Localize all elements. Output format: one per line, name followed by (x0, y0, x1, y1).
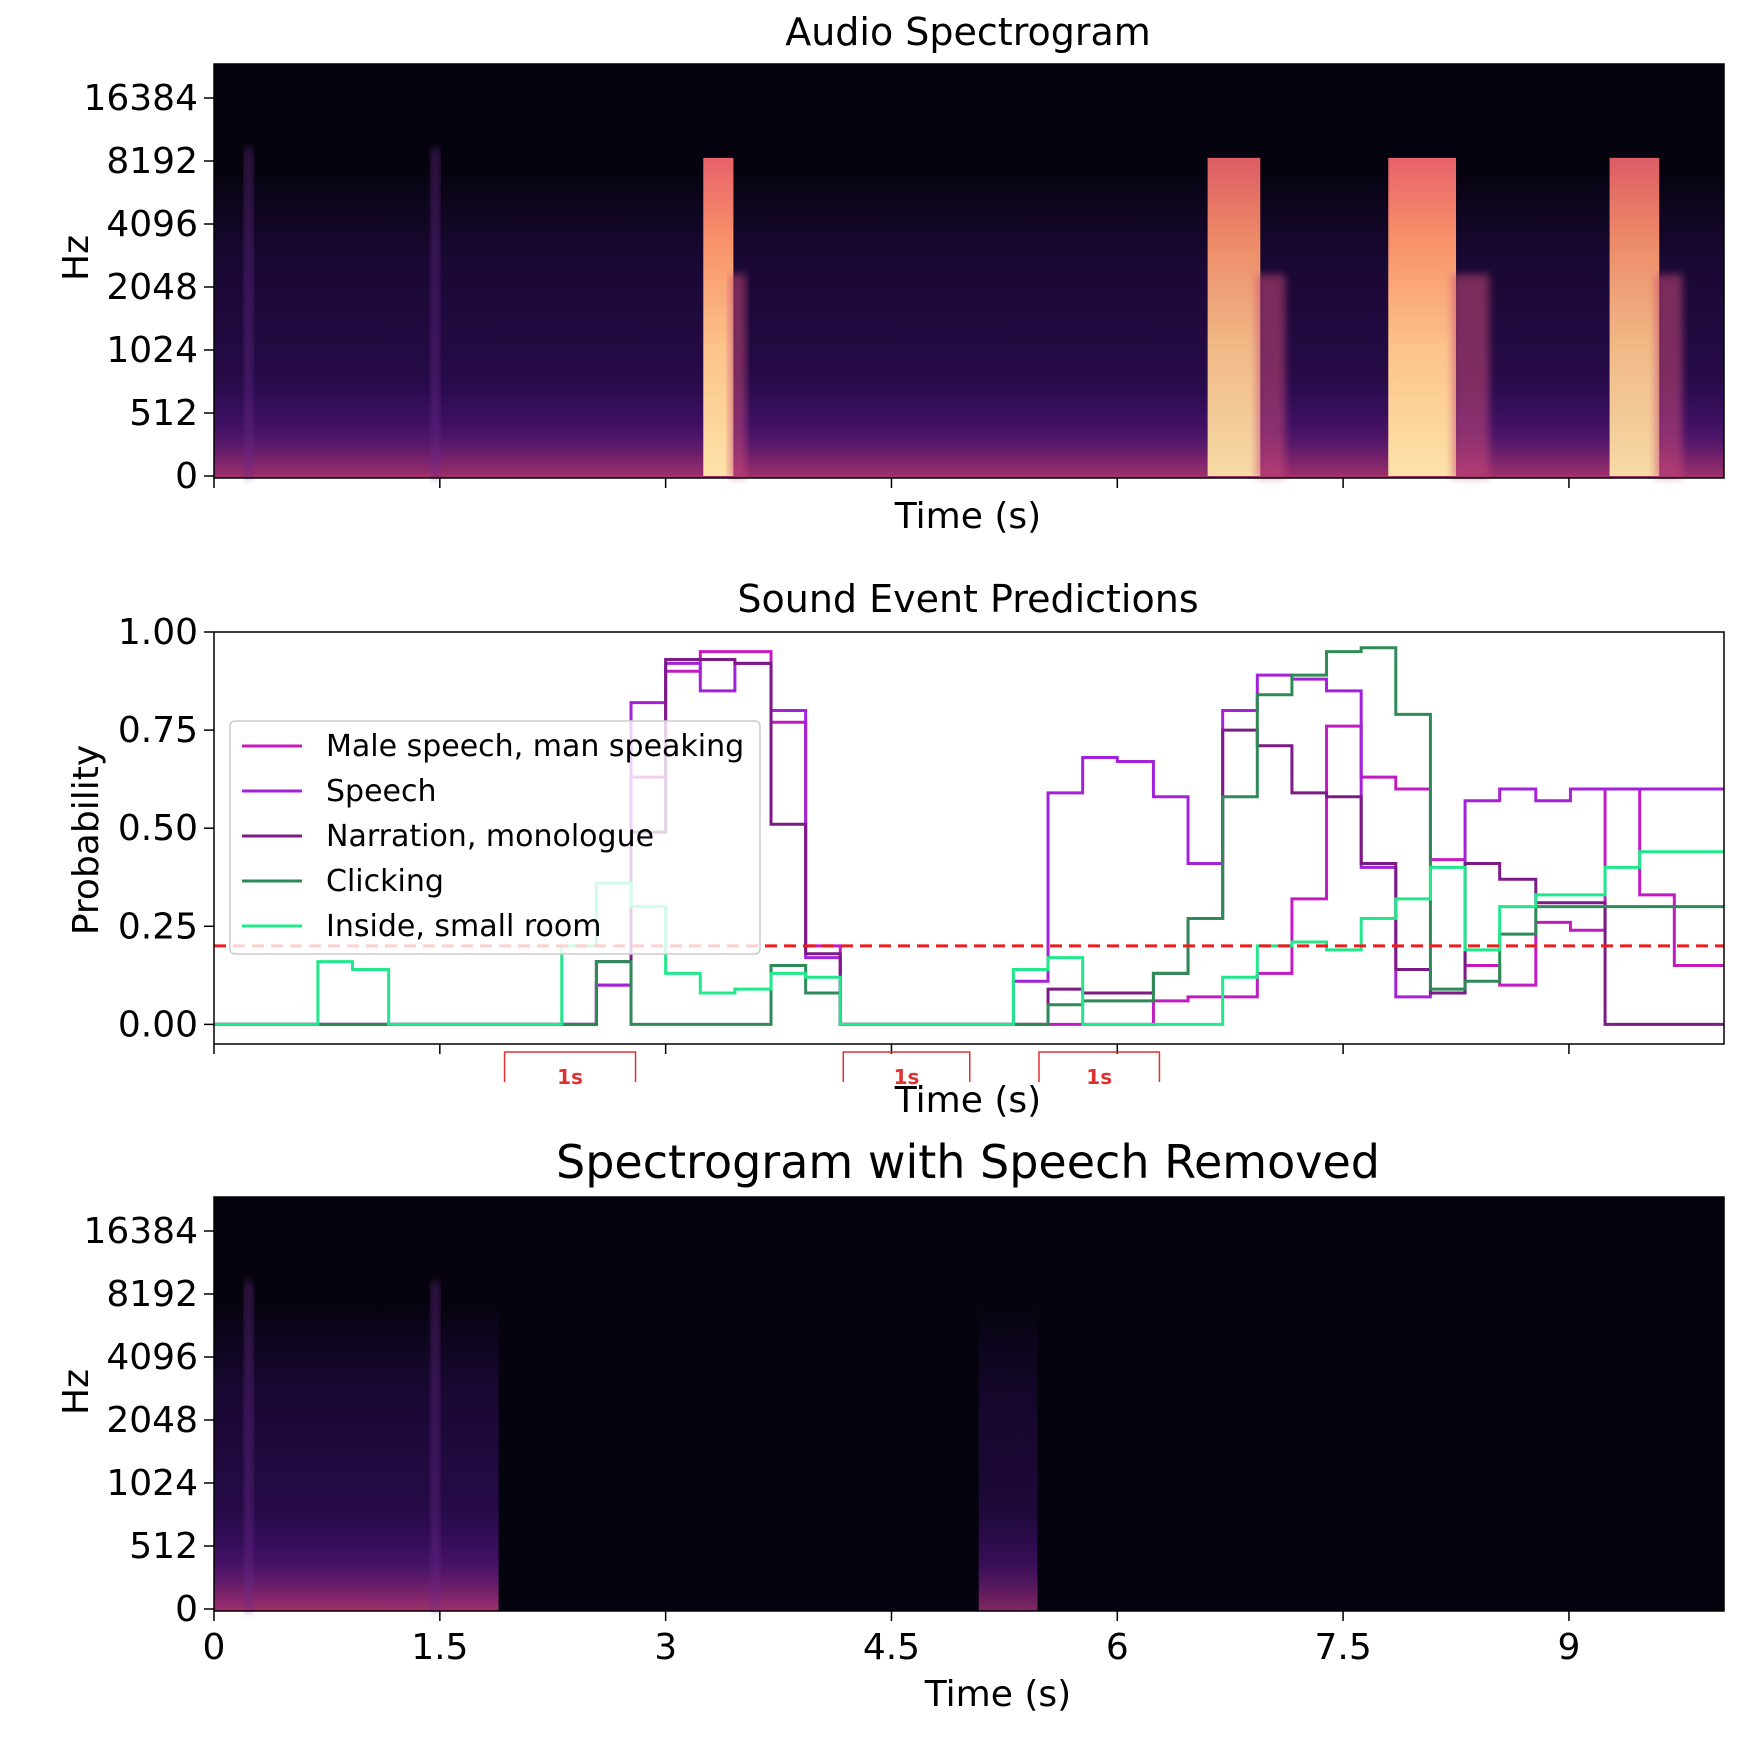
panel1-y-axis-label: Hz (56, 235, 97, 281)
scale-label: 1s (1086, 1065, 1112, 1089)
spectrogram-streak (244, 148, 253, 478)
panel1-ytick-label: 512 (129, 393, 198, 434)
panel2-ytick-label: 0.25 (118, 906, 198, 947)
panel1-frame (213, 63, 1725, 479)
spectrogram-speech-burst (1609, 157, 1660, 476)
panel3-xtick-label: 4.5 (863, 1627, 920, 1668)
panel2-x-axis-label: Time (s) (894, 1080, 1041, 1121)
panel3-x-axis-label: Time (s) (924, 1674, 1071, 1715)
panel3-ytick-label: 512 (129, 1526, 198, 1567)
panel3-spectrogram-image (214, 1281, 1038, 1611)
legend: Male speech, man speaking Speech Narration… (229, 720, 761, 955)
panel3-title: Spectrogram with Speech Removed (556, 1135, 1380, 1189)
scale-bracket (842, 1051, 971, 1082)
legend-label: Narration, monologue (326, 819, 654, 854)
spectrogram-streak (244, 1281, 253, 1611)
spectrogram-low-band (978, 1508, 1038, 1611)
panel1-title: Audio Spectrogram (785, 10, 1151, 54)
legend-label: Inside, small room (326, 909, 601, 944)
legend-label: Clicking (326, 864, 444, 899)
spectrogram-burst-tail (729, 274, 746, 478)
spectrogram-streak (431, 1281, 440, 1611)
spectrogram-speech-burst (703, 157, 734, 476)
spectrogram-burst-tail (1452, 274, 1490, 478)
spectrogram-burst-tail (1655, 274, 1683, 478)
panel1-ytick-label: 0 (175, 456, 198, 497)
scale-bracket (503, 1051, 637, 1082)
panel1-ytick-label: 4096 (106, 204, 198, 245)
spectrogram-burst-tail (1256, 274, 1286, 478)
panel2-ytick-label: 0.00 (118, 1004, 198, 1045)
panel2-ytick-label: 1.00 (118, 612, 198, 653)
panel3-ytick-label: 4096 (106, 1337, 198, 1378)
panel1-ytick-label: 2048 (106, 267, 198, 308)
legend-label: Male speech, man speaking (326, 729, 744, 764)
legend-box (229, 720, 761, 955)
panel3-xtick-label: 6 (1106, 1627, 1129, 1668)
scale-bracket (1038, 1051, 1161, 1082)
spectrogram-streak (431, 148, 440, 478)
legend-label: Speech (326, 774, 437, 809)
sound-event-predictions-panel: Sound Event Predictions Male speech, man… (66, 577, 1725, 1121)
panel2-frame (213, 631, 1725, 1045)
spectrogram-speech-burst (1207, 157, 1261, 476)
scale-markers: 1s 1s 1s (503, 1051, 1161, 1089)
panel3-ytick-label: 8192 (106, 1274, 198, 1315)
scale-label: 1s (557, 1065, 583, 1089)
panel2-y-axis-label: Probability (66, 745, 107, 935)
panel2-title: Sound Event Predictions (737, 577, 1198, 621)
series-line-4 (214, 850, 1724, 1026)
speech-removed-spectrogram-panel: Spectrogram with Speech Removed 0 512 1024… (56, 1135, 1725, 1715)
panel3-xtick-label: 3 (654, 1627, 677, 1668)
panel3-frame (213, 1196, 1725, 1612)
panel1-ytick-label: 1024 (106, 330, 198, 371)
panel3-xtick-label: 1.5 (411, 1627, 468, 1668)
panel3-ytick-label: 0 (175, 1589, 198, 1630)
panel1-x-axis-label: Time (s) (894, 496, 1041, 537)
panel2-ytick-label: 0.50 (118, 808, 198, 849)
panel2-ytick-label: 0.75 (118, 710, 198, 751)
spectrogram-low-band (214, 1508, 499, 1611)
panel3-xtick-label: 0 (203, 1627, 226, 1668)
panel3-ytick-label: 1024 (106, 1463, 198, 1504)
panel1-spectrogram-image (214, 148, 1724, 479)
spectrogram-speech-burst (1388, 157, 1457, 476)
panel2-series-lines (214, 646, 1724, 1026)
panel3-ytick-label: 16384 (83, 1211, 198, 1252)
scale-label: 1s (894, 1065, 920, 1089)
spectrogram-low-band (214, 375, 1724, 478)
panel3-y-axis-label: Hz (56, 1369, 97, 1415)
panel3-xtick-label: 9 (1557, 1627, 1580, 1668)
audio-spectrogram-panel: Audio Spectrogram 0 512 1024 2048 4096 8192 16… (56, 10, 1725, 537)
panel1-ytick-label: 8192 (106, 141, 198, 182)
panel3-ytick-label: 2048 (106, 1400, 198, 1441)
panel3-xtick-label: 7.5 (1314, 1627, 1371, 1668)
panel1-ytick-label: 16384 (83, 78, 198, 119)
